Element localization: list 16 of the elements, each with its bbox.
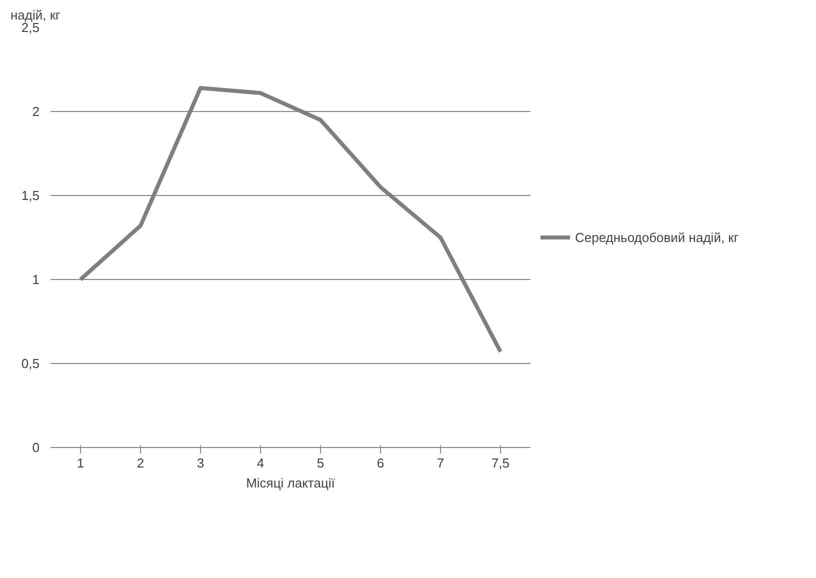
x-tick-label: 3 [196,456,204,470]
x-tick-label: 6 [376,456,384,470]
legend-label: Середньодобовий надій, кг [575,230,739,244]
x-tick-label: 4 [256,456,264,470]
y-tick-label: 1,5 [21,188,40,203]
x-tick-label: 7,5 [491,456,510,470]
y-tick-label: 1 [32,272,40,287]
y-axis-title: надій, кг [10,8,61,22]
x-tick-label: 5 [316,456,324,470]
y-tick-label: 2 [32,104,40,119]
x-tick-label: 1 [76,456,84,470]
x-tick-label: 7 [436,456,444,470]
y-tick-label: 0 [32,440,40,455]
x-axis-title: Місяці лактації [246,476,336,490]
y-tick-label: 0,5 [21,356,40,371]
x-tick-label: 2 [136,456,144,470]
